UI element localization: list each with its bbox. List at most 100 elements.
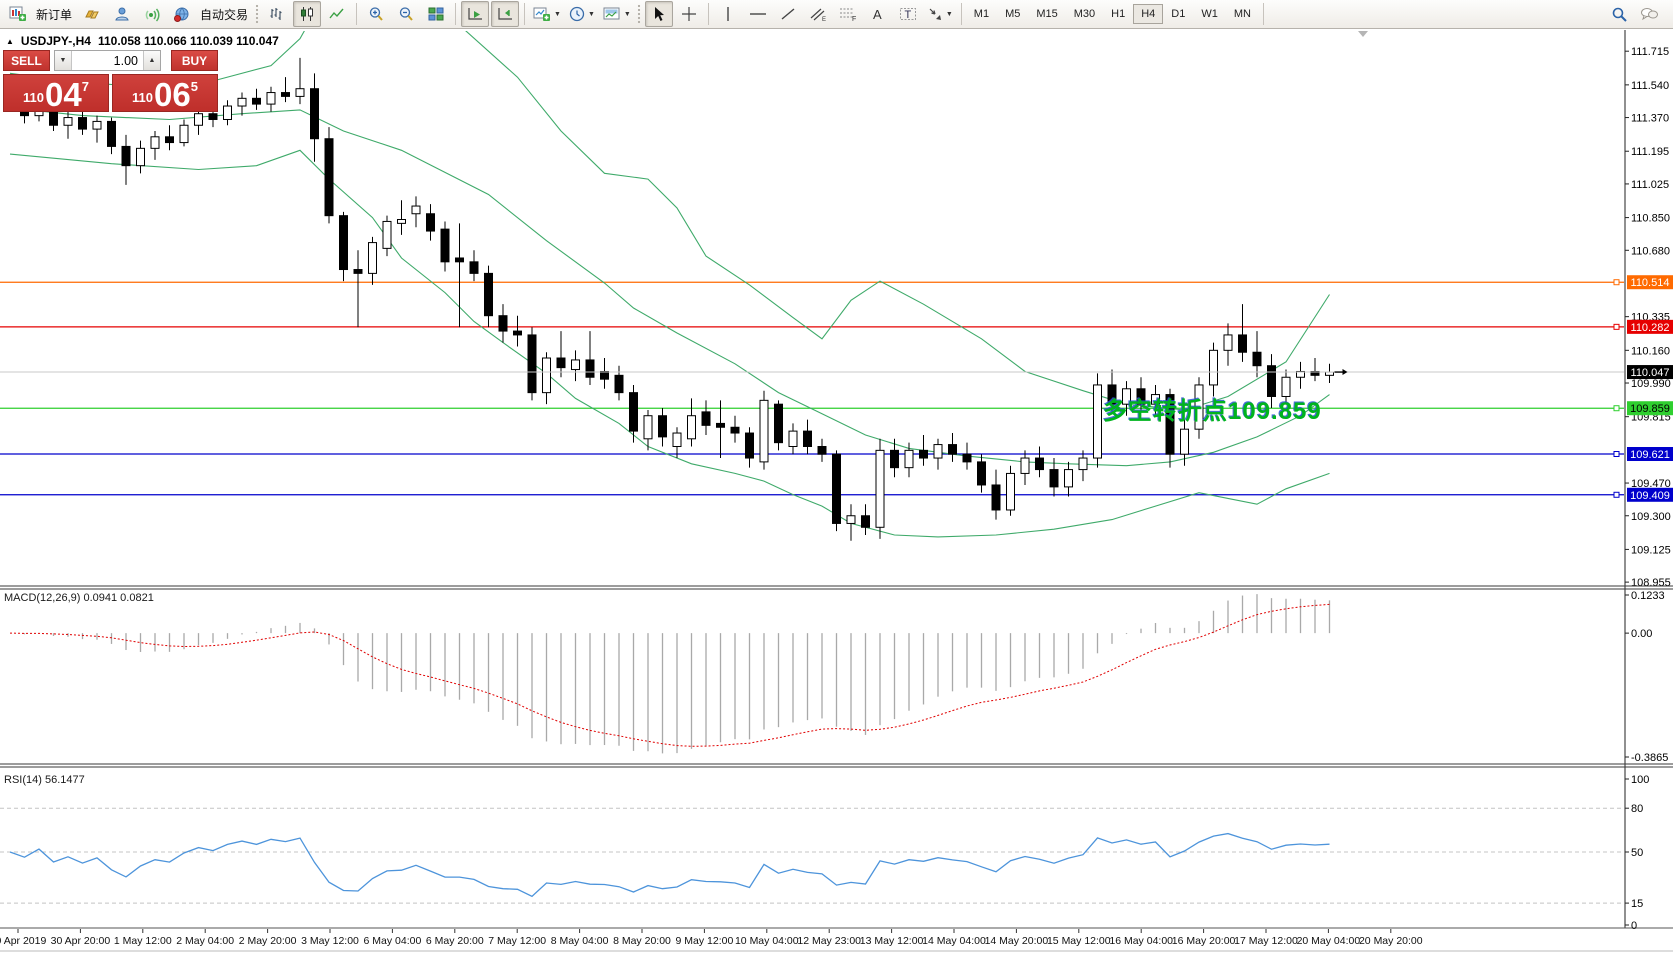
crosshair-tool-button[interactable]: [675, 1, 703, 27]
symbol-name: USDJPY-,H4: [20, 34, 91, 48]
new-chart-button[interactable]: ▼: [530, 1, 564, 27]
auto-scroll-button[interactable]: [461, 1, 490, 27]
text-label-icon: T: [899, 8, 916, 21]
toolbar-drag-handle[interactable]: [255, 4, 261, 24]
svg-text:100: 100: [1631, 774, 1649, 786]
timeframe-m30[interactable]: M30: [1073, 8, 1096, 20]
trendline-tool-button[interactable]: [774, 1, 802, 27]
gold-bars-icon: [85, 10, 99, 19]
new-order-icon: [9, 6, 26, 21]
horizontal-line-tool-button[interactable]: [744, 1, 772, 27]
svg-text:8 May 04:00: 8 May 04:00: [551, 935, 609, 947]
timeframe-h4[interactable]: H4: [1133, 4, 1164, 24]
timeframe-w1[interactable]: W1: [1201, 8, 1218, 20]
timeframe-d1[interactable]: D1: [1171, 8, 1186, 20]
svg-text:0.1233: 0.1233: [1631, 590, 1665, 602]
sell-button[interactable]: SELL: [3, 50, 50, 71]
text-tool-button[interactable]: A: [864, 1, 892, 27]
cursor-tool-button[interactable]: [644, 1, 673, 27]
timeframe-group: M1 M5 M15 M30 H1 H4 D1 W1 MN: [966, 4, 1259, 24]
zoom-in-button[interactable]: [362, 1, 390, 27]
line-chart-icon: [329, 8, 344, 19]
toolbar-drag-handle[interactable]: [636, 4, 642, 24]
signals-button[interactable]: [138, 1, 166, 27]
chart-shift-button[interactable]: [491, 1, 520, 27]
svg-text:10 May 04:00: 10 May 04:00: [735, 935, 799, 947]
collapse-panel-icon[interactable]: ▲: [6, 36, 14, 46]
chat-button[interactable]: [1635, 1, 1663, 27]
svg-text:7 May 12:00: 7 May 12:00: [488, 935, 546, 947]
toolbar-separator: [356, 3, 358, 25]
svg-text:110.047: 110.047: [1631, 367, 1670, 379]
periodicity-button[interactable]: ▼: [566, 1, 598, 27]
zoom-out-button[interactable]: [392, 1, 420, 27]
chart-annotation-text: 多空转折点109.859: [1103, 398, 1322, 425]
buy-button[interactable]: BUY: [171, 50, 218, 71]
timeframe-h1[interactable]: H1: [1111, 8, 1126, 20]
arrows-tool-button[interactable]: ▼: [924, 1, 956, 27]
auto-trading-label[interactable]: 自动交易: [200, 7, 249, 22]
new-order-label[interactable]: 新订单: [36, 7, 73, 22]
macd-values: 0.0941 0.0821: [83, 592, 154, 604]
svg-text:16 May 04:00: 16 May 04:00: [1109, 935, 1173, 947]
sell-price-box[interactable]: 110 04 7: [3, 74, 109, 112]
auto-trading-button[interactable]: [168, 1, 196, 27]
bar-chart-button[interactable]: [263, 1, 291, 27]
svg-text:80: 80: [1631, 803, 1643, 815]
candlestick-chart-button[interactable]: [293, 1, 322, 27]
svg-text:111.195: 111.195: [1631, 146, 1669, 158]
cursor-icon: [654, 7, 664, 21]
new-order-button[interactable]: [4, 1, 32, 27]
search-icon: [1612, 7, 1627, 22]
market-watch-button[interactable]: [78, 1, 106, 27]
svg-text:8 May 20:00: 8 May 20:00: [613, 935, 671, 947]
volume-spinner: ▼ ▲: [54, 50, 161, 71]
timeframe-m1[interactable]: M1: [973, 8, 990, 20]
svg-text:109.125: 109.125: [1631, 544, 1671, 556]
svg-text:14 May 20:00: 14 May 20:00: [985, 935, 1049, 947]
dropdown-caret-icon: ▼: [945, 10, 953, 18]
text-label-tool-button[interactable]: T: [894, 1, 922, 27]
svg-text:16 May 20:00: 16 May 20:00: [1172, 935, 1236, 947]
templates-button[interactable]: ▼: [600, 1, 634, 27]
dropdown-caret-icon: ▼: [623, 10, 631, 18]
svg-text:1 May 12:00: 1 May 12:00: [114, 935, 172, 947]
svg-text:110.282: 110.282: [1631, 322, 1670, 334]
search-button[interactable]: [1605, 1, 1633, 27]
one-click-trading-panel: SELL ▼ ▲ BUY 110 04 7 110 06 5: [3, 50, 218, 112]
auto-scroll-icon: [467, 8, 482, 20]
timeframe-m5[interactable]: M5: [1005, 8, 1021, 20]
channel-tool-button[interactable]: E: [804, 1, 832, 27]
svg-text:6 May 20:00: 6 May 20:00: [426, 935, 484, 947]
buy-price-box[interactable]: 110 06 5: [112, 74, 218, 112]
zoom-in-icon: [369, 7, 383, 21]
line-chart-button[interactable]: [323, 1, 351, 27]
volume-decrease-button[interactable]: ▼: [55, 51, 72, 70]
svg-text:109.300: 109.300: [1631, 511, 1671, 523]
tile-windows-button[interactable]: [422, 1, 450, 27]
macd-label: MACD(12,26,9): [4, 592, 81, 604]
svg-text:0.00: 0.00: [1631, 628, 1652, 640]
svg-text:111.025: 111.025: [1631, 179, 1669, 191]
clock-icon: [569, 6, 585, 22]
equidistant-channel-icon: E: [810, 8, 826, 22]
volume-increase-button[interactable]: ▲: [143, 51, 160, 70]
timeframe-mn[interactable]: MN: [1233, 8, 1251, 20]
symbol-header: ▲ USDJPY-,H4 110.058 110.066 110.039 110…: [6, 34, 279, 48]
timeframe-m15[interactable]: M15: [1036, 8, 1058, 20]
fibonacci-tool-button[interactable]: F: [834, 1, 862, 27]
rsi-value: 56.1477: [44, 774, 85, 786]
volume-input[interactable]: [72, 51, 143, 70]
dropdown-caret-icon: ▼: [587, 10, 595, 18]
signal-icon: [145, 8, 160, 22]
profile-button[interactable]: [108, 1, 136, 27]
buy-price-pips: 06: [154, 76, 191, 113]
svg-text:110.850: 110.850: [1631, 213, 1670, 225]
vertical-line-tool-button[interactable]: [714, 1, 742, 27]
chart-shift-icon: [497, 8, 512, 20]
toolbar-separator: [524, 3, 526, 25]
svg-text:6 May 04:00: 6 May 04:00: [364, 935, 422, 947]
svg-text:111.540: 111.540: [1631, 80, 1669, 92]
svg-text:109.621: 109.621: [1630, 449, 1670, 461]
